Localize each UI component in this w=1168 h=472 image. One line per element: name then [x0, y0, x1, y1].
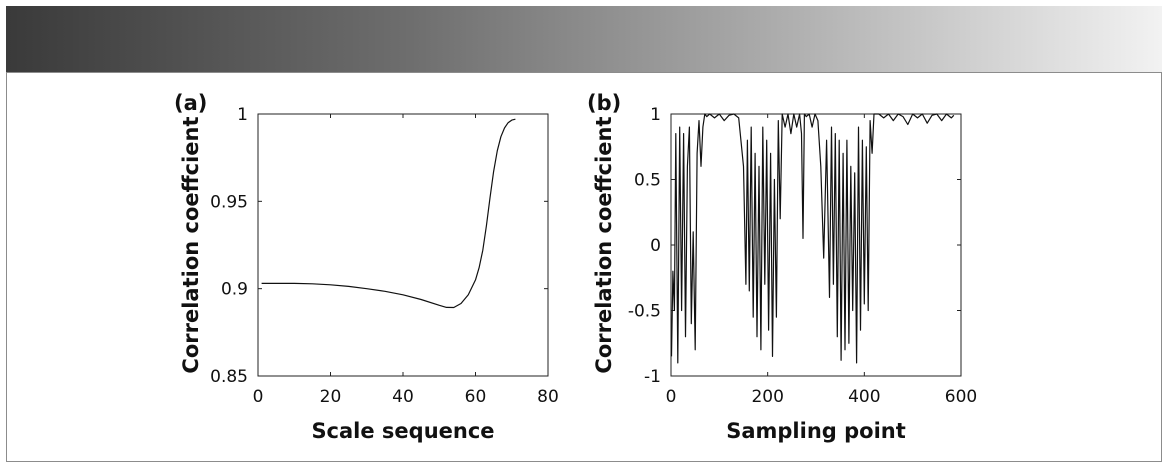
y-tick-label: 0.5: [634, 171, 661, 191]
axes-box: [670, 113, 962, 377]
x-tick-label: 40: [392, 387, 414, 407]
y-tick-label: 0.85: [210, 367, 248, 387]
y-axis-label: Correlation coeffcient: [592, 116, 616, 373]
x-tick-label: 600: [945, 387, 977, 407]
x-axis-label: Sampling point: [726, 419, 906, 443]
y-tick-label: 1: [237, 105, 248, 125]
x-tick-label: 20: [320, 387, 342, 407]
y-tick-label: 1: [650, 105, 661, 125]
x-tick-label: 200: [751, 387, 783, 407]
panel-label: (a): [174, 91, 207, 115]
chart-panel-b: 0 200 400 600 -1 -0.5 0 0.5 1 Sampling point Corre…: [587, 91, 977, 443]
panel-label: (b): [587, 91, 621, 115]
series-line-0: [670, 113, 955, 364]
series-line-0: [261, 118, 516, 309]
x-tick-label: 0: [666, 387, 677, 407]
figure-frame: [6, 72, 1162, 462]
x-tick-label: 0: [253, 387, 264, 407]
y-tick-label: 0.9: [221, 280, 248, 300]
chart-panel-a: 0 20 40 60 80 0.85 0.9 0.95 1 Scale sequence Corre…: [174, 91, 559, 443]
x-tick-label: 80: [537, 387, 559, 407]
y-tick-label: 0.95: [210, 192, 248, 212]
x-tick-label: 60: [465, 387, 487, 407]
y-axis-label: Correlation coeffcient: [179, 116, 203, 373]
axes-box: [257, 113, 549, 377]
y-tick-label: 0: [650, 236, 661, 256]
y-tick-label: -0.5: [628, 302, 661, 322]
y-tick-label: -1: [644, 367, 661, 387]
x-axis-label: Scale sequence: [311, 419, 494, 443]
x-tick-label: 400: [848, 387, 880, 407]
header-banner: [6, 6, 1162, 72]
